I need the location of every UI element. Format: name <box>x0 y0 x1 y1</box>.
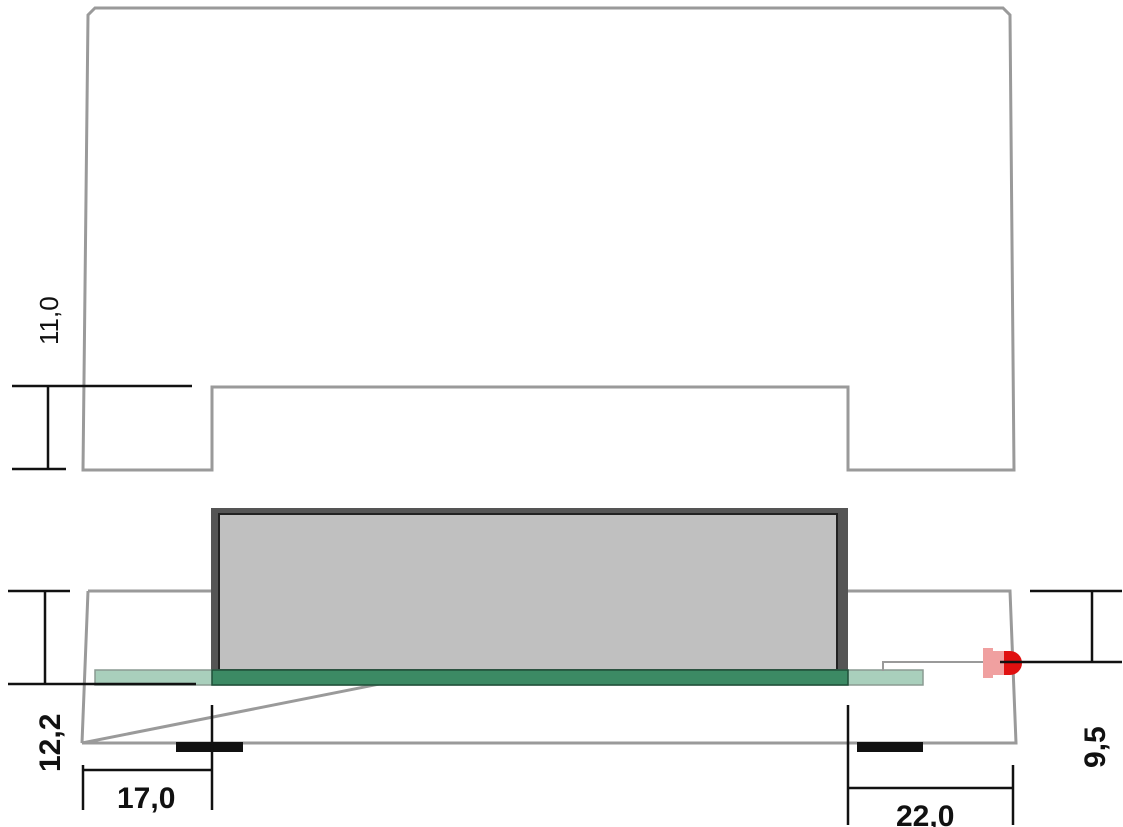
dimension-led-height-label: 9,5 <box>1079 726 1112 768</box>
enclosure-side-view-outline <box>80 589 1018 745</box>
dimension-side-height: 12,2 <box>8 589 196 772</box>
dimension-right-offset-label: 22,0 <box>896 800 954 827</box>
dimension-left-offset: 17,0 <box>81 705 214 815</box>
dimension-notch-height: 11,0 <box>12 296 192 471</box>
dimension-side-height-label: 12,2 <box>34 714 67 772</box>
dimension-led-height: 9,5 <box>1000 589 1122 768</box>
dimension-right-offset: 22,0 <box>846 705 1015 827</box>
mount-foot-right <box>857 742 923 752</box>
mount-foot-left <box>176 742 243 752</box>
module-body <box>218 513 838 671</box>
dimension-notch-height-label: 11,0 <box>34 296 64 345</box>
led-lead-wire <box>882 661 985 671</box>
enclosure-top-view-outline <box>81 6 1016 472</box>
dimension-left-offset-label: 17,0 <box>117 782 175 815</box>
pcb-green-board <box>211 669 849 686</box>
